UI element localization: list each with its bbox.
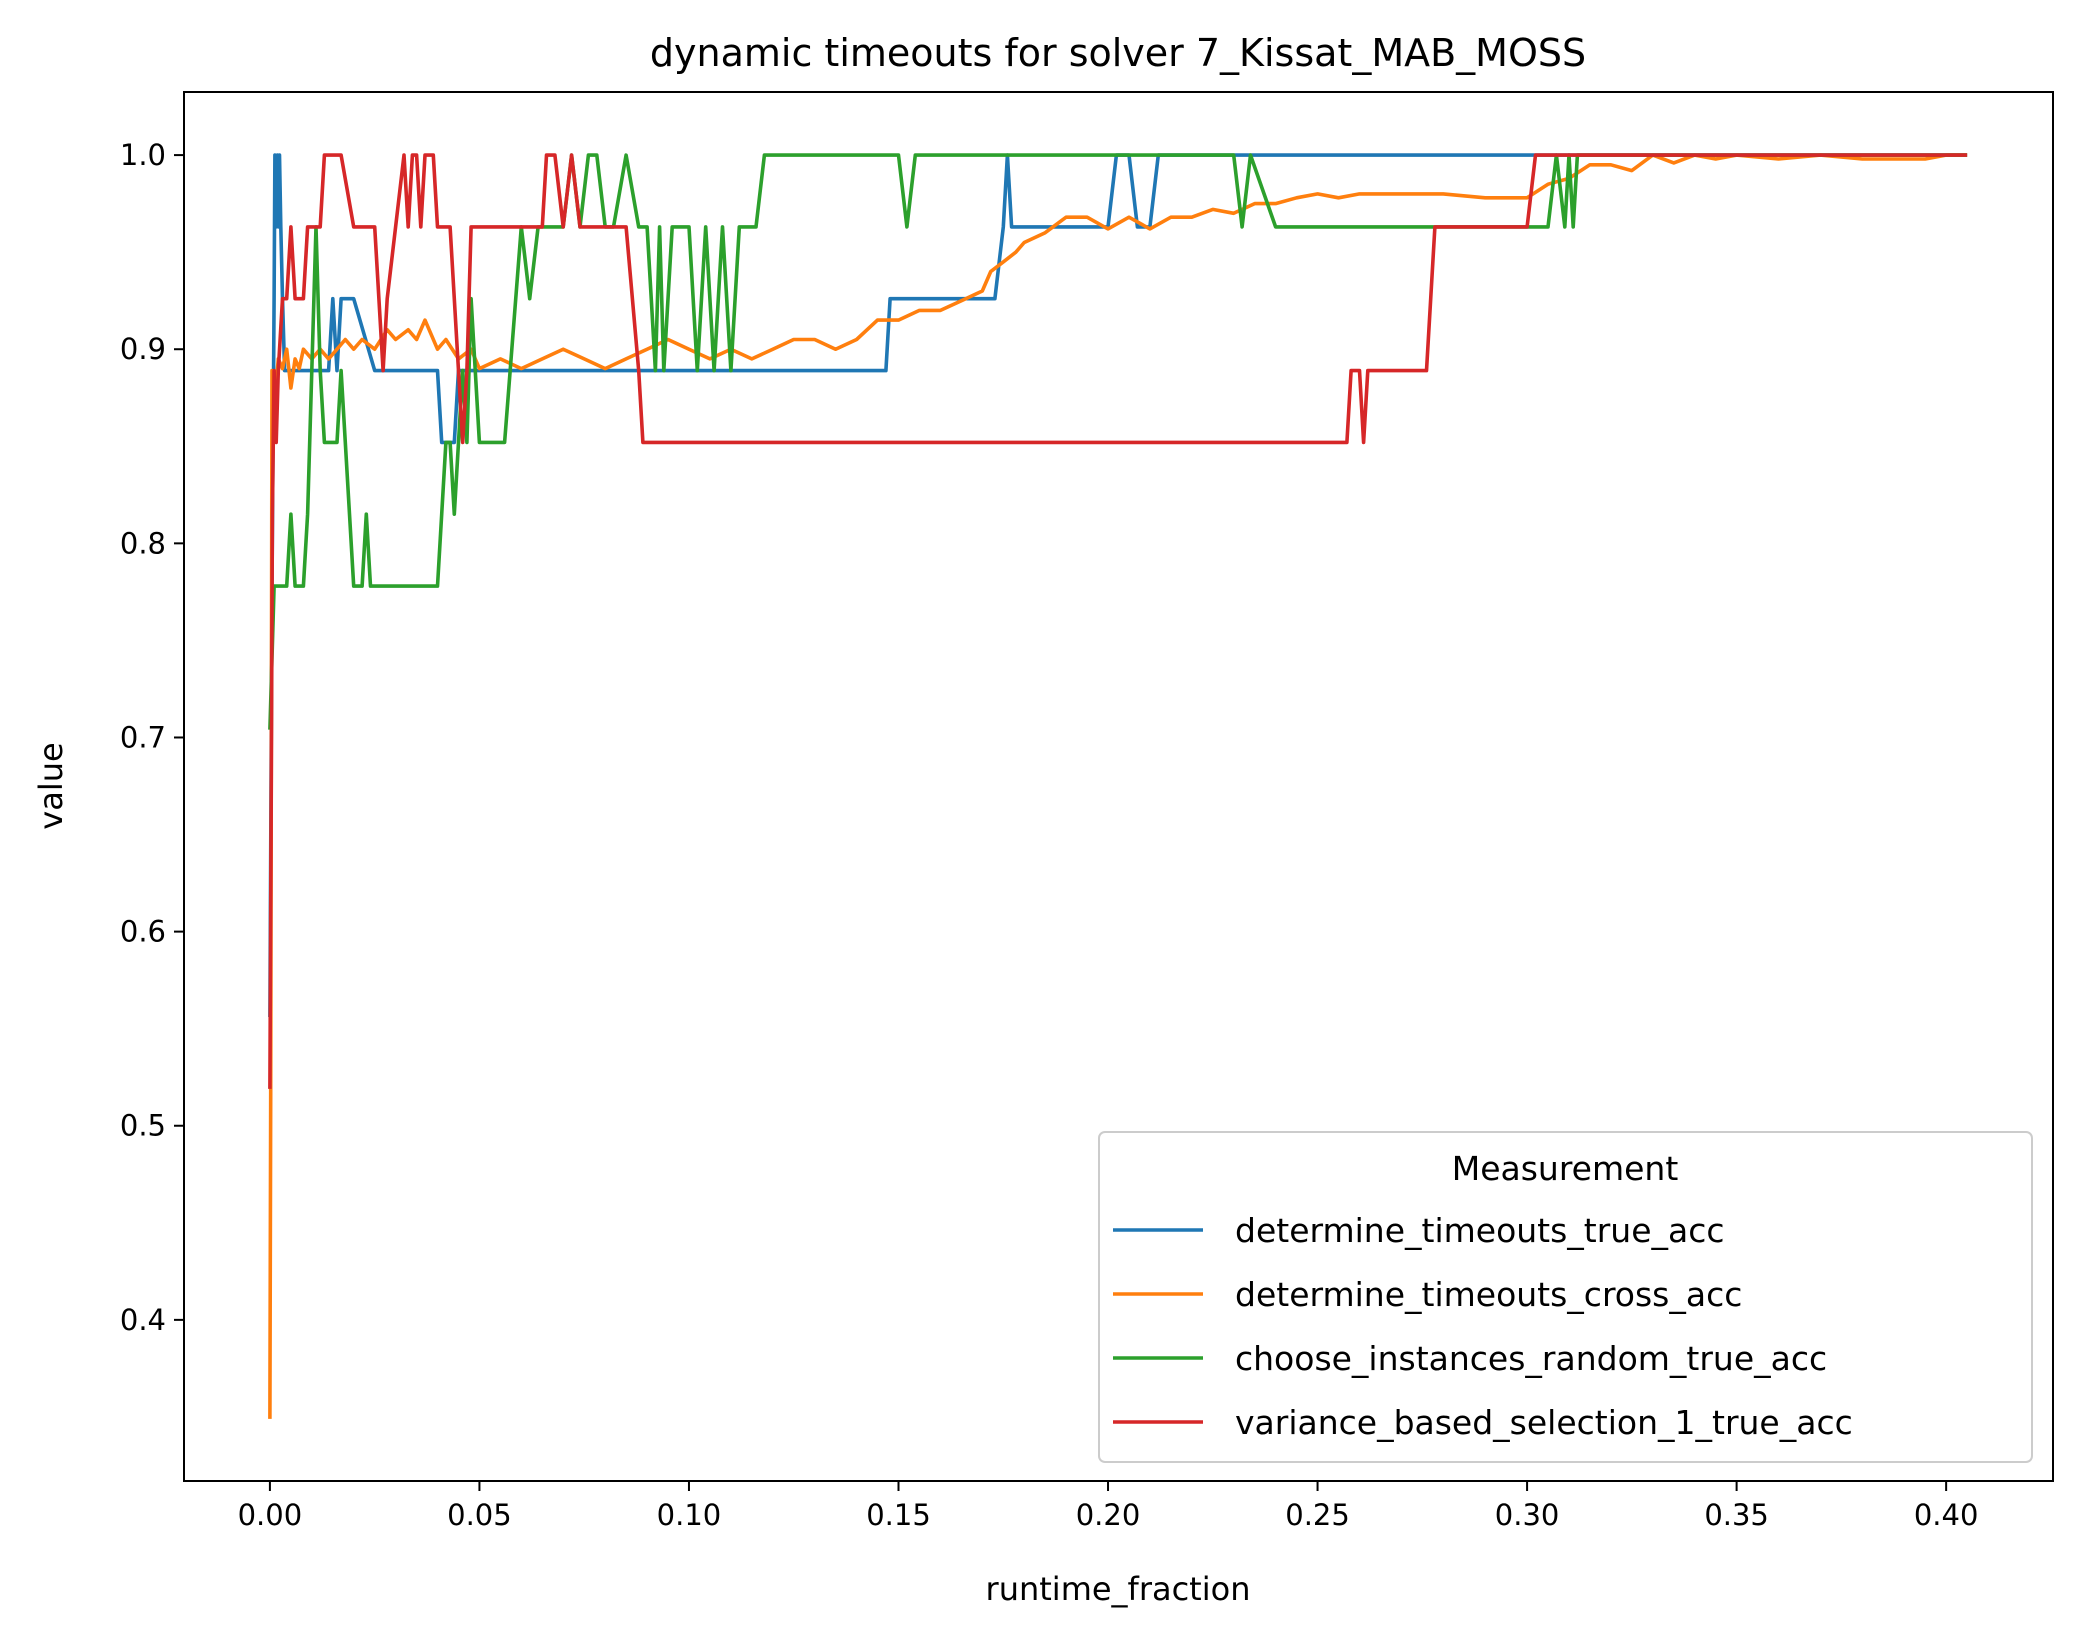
legend-box [1098,1131,2033,1463]
x-axis: 0.00 0.05 0.10 0.15 0.20 0.25 0.30 0.35 0.40 [238,1481,1979,1532]
legend-entry-label: determine_timeouts_true_acc [1235,1211,1725,1250]
legend: Measurement determine_timeouts_true_accd… [1098,1131,2033,1463]
x-tick-label: 0.00 [238,1498,303,1532]
x-tick-label: 0.35 [1704,1498,1769,1532]
y-tick-label: 0.8 [120,526,166,560]
chart-title: dynamic timeouts for solver 7_Kissat_MAB… [650,31,1586,75]
y-tick-label: 0.7 [120,720,166,754]
legend-entry-label: variance_based_selection_1_true_acc [1235,1403,1853,1442]
legend-items: determine_timeouts_true_acc determine_tim… [1113,1211,1853,1442]
y-tick-label: 0.9 [120,332,166,366]
series-layer [268,153,1968,1419]
legend-title: Measurement [1452,1149,1679,1188]
series-line-4 [268,153,1968,1089]
x-tick-label: 0.40 [1914,1498,1979,1532]
legend-entry-label: determine_timeouts_cross_acc [1235,1275,1742,1314]
y-tick-label: 0.4 [120,1303,166,1337]
plot-frame [183,91,2054,1482]
x-tick-label: 0.15 [866,1498,931,1532]
legend-entry-label: choose_instances_random_true_acc [1235,1339,1827,1378]
y-tick-label: 0.5 [120,1109,166,1143]
x-tick-label: 0.20 [1076,1498,1141,1532]
y-axis-label: value [32,742,70,829]
x-tick-label: 0.05 [447,1498,512,1532]
x-tick-label: 0.30 [1495,1498,1560,1532]
x-tick-label: 0.25 [1285,1498,1350,1532]
x-tick-label: 0.10 [657,1498,722,1532]
x-axis-label: runtime_fraction [986,1570,1251,1608]
y-tick-label: 0.6 [120,915,166,949]
y-tick-label: 1.0 [120,138,166,172]
y-axis: 0.4 0.5 0.6 0.7 0.8 0.9 1.0 [120,138,184,1337]
